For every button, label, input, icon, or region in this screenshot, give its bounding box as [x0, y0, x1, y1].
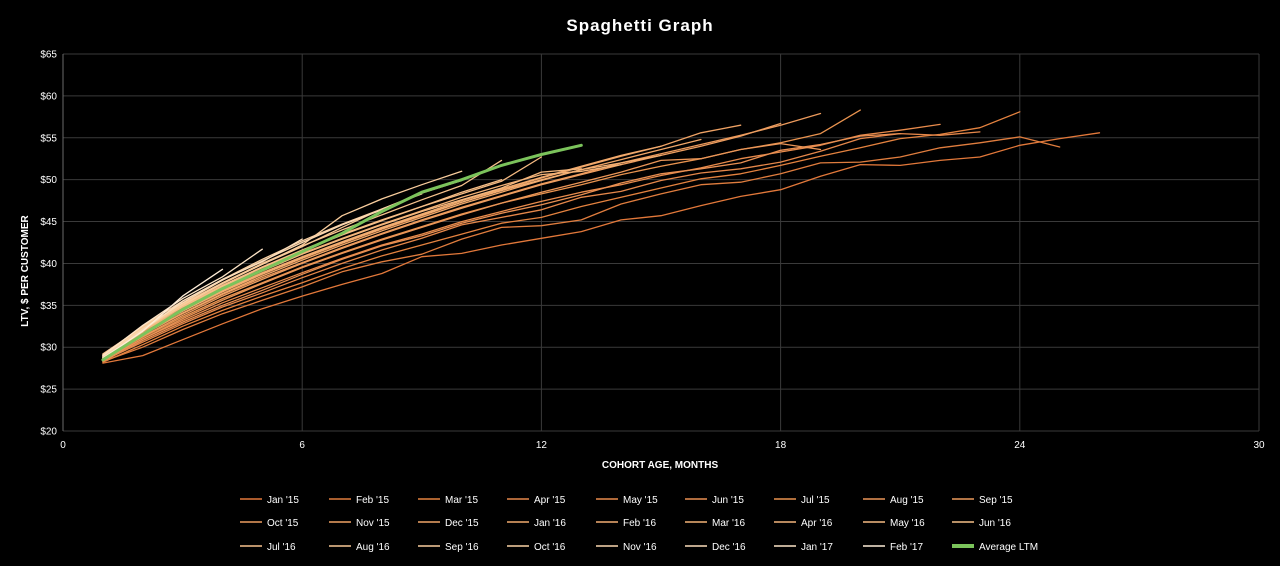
- x-tick-label: 0: [60, 440, 66, 451]
- y-tick-label: $30: [40, 343, 57, 354]
- series-line: [102, 122, 782, 361]
- series-layer: [101, 109, 1101, 364]
- y-tick-label: $50: [40, 175, 57, 186]
- y-tick-label: $65: [40, 50, 57, 61]
- y-tick-label: $25: [40, 385, 57, 396]
- legend-entry: Feb '16: [623, 518, 656, 529]
- chart-title: Spaghetti Graph: [566, 16, 713, 35]
- legend-entry: Jan '15: [267, 495, 299, 506]
- series-line: [102, 112, 822, 359]
- series-line: [102, 193, 423, 356]
- legend-entry: May '16: [890, 518, 925, 529]
- legend-entry: Jun '15: [712, 495, 744, 506]
- series-line: [102, 131, 981, 362]
- legend-entry: Feb '15: [356, 495, 389, 506]
- y-tick-label: $45: [40, 217, 57, 228]
- legend: Jan '15 Feb '15 Mar '15 Apr '15 May '15 Jun '…: [240, 495, 1038, 553]
- series-line: [102, 132, 1101, 364]
- legend-entry: Mar '15: [445, 495, 478, 506]
- y-tick-label: $20: [40, 427, 57, 438]
- legend-entry: Jul '16: [267, 542, 296, 553]
- x-tick-label: 12: [536, 440, 548, 451]
- legend-entry: Feb '17: [890, 542, 923, 553]
- x-tick-label: 6: [299, 440, 305, 451]
- legend-entry: Sep '15: [979, 495, 1013, 506]
- series-line: [102, 132, 901, 363]
- legend-entry: Dec '15: [445, 518, 479, 529]
- legend-entry: Sep '16: [445, 542, 479, 553]
- legend-entry: Apr '15: [534, 495, 566, 506]
- legend-entry: Oct '16: [534, 542, 566, 553]
- legend-entry: Average LTM: [979, 542, 1038, 553]
- series-line: [102, 248, 263, 357]
- legend-entry: Apr '16: [801, 518, 833, 529]
- legend-entry: Dec '16: [712, 542, 746, 553]
- legend-entry: Jun '16: [979, 518, 1011, 529]
- average-series-line: [101, 143, 583, 362]
- grid-lines: [63, 53, 1260, 432]
- legend-entry: Jul '15: [801, 495, 830, 506]
- y-axis-label: LTV, $ PER CUSTOMER: [20, 214, 31, 326]
- legend-entry: Aug '16: [356, 542, 390, 553]
- legend-entry: Mar '16: [712, 518, 745, 529]
- series-line: [102, 268, 224, 359]
- x-tick-label: 24: [1014, 440, 1026, 451]
- axes: $20 $25 $30 $35 $40 $45 $50 $55 $60 $65 0 6 12 18 24 30: [40, 50, 1265, 452]
- legend-entry: Nov '15: [356, 518, 390, 529]
- series-line: [102, 111, 1021, 363]
- y-tick-label: $55: [40, 133, 57, 144]
- x-tick-label: 30: [1253, 440, 1265, 451]
- x-tick-label: 18: [775, 440, 787, 451]
- x-axis-label: COHORT AGE, MONTHS: [602, 460, 719, 471]
- series-line: [102, 170, 463, 358]
- series-line: [102, 138, 702, 360]
- legend-entry: Jan '16: [534, 518, 566, 529]
- legend-entry: Jan '17: [801, 542, 833, 553]
- legend-entry: Nov '16: [623, 542, 657, 553]
- legend-entry: Oct '15: [267, 518, 299, 529]
- y-tick-label: $60: [40, 91, 57, 102]
- series-line: [102, 136, 1061, 363]
- legend-entry: May '15: [623, 495, 658, 506]
- series-line: [102, 142, 822, 362]
- series-line: [102, 123, 941, 361]
- y-tick-label: $35: [40, 301, 57, 312]
- legend-entry: Aug '15: [890, 495, 924, 506]
- y-tick-label: $40: [40, 259, 57, 270]
